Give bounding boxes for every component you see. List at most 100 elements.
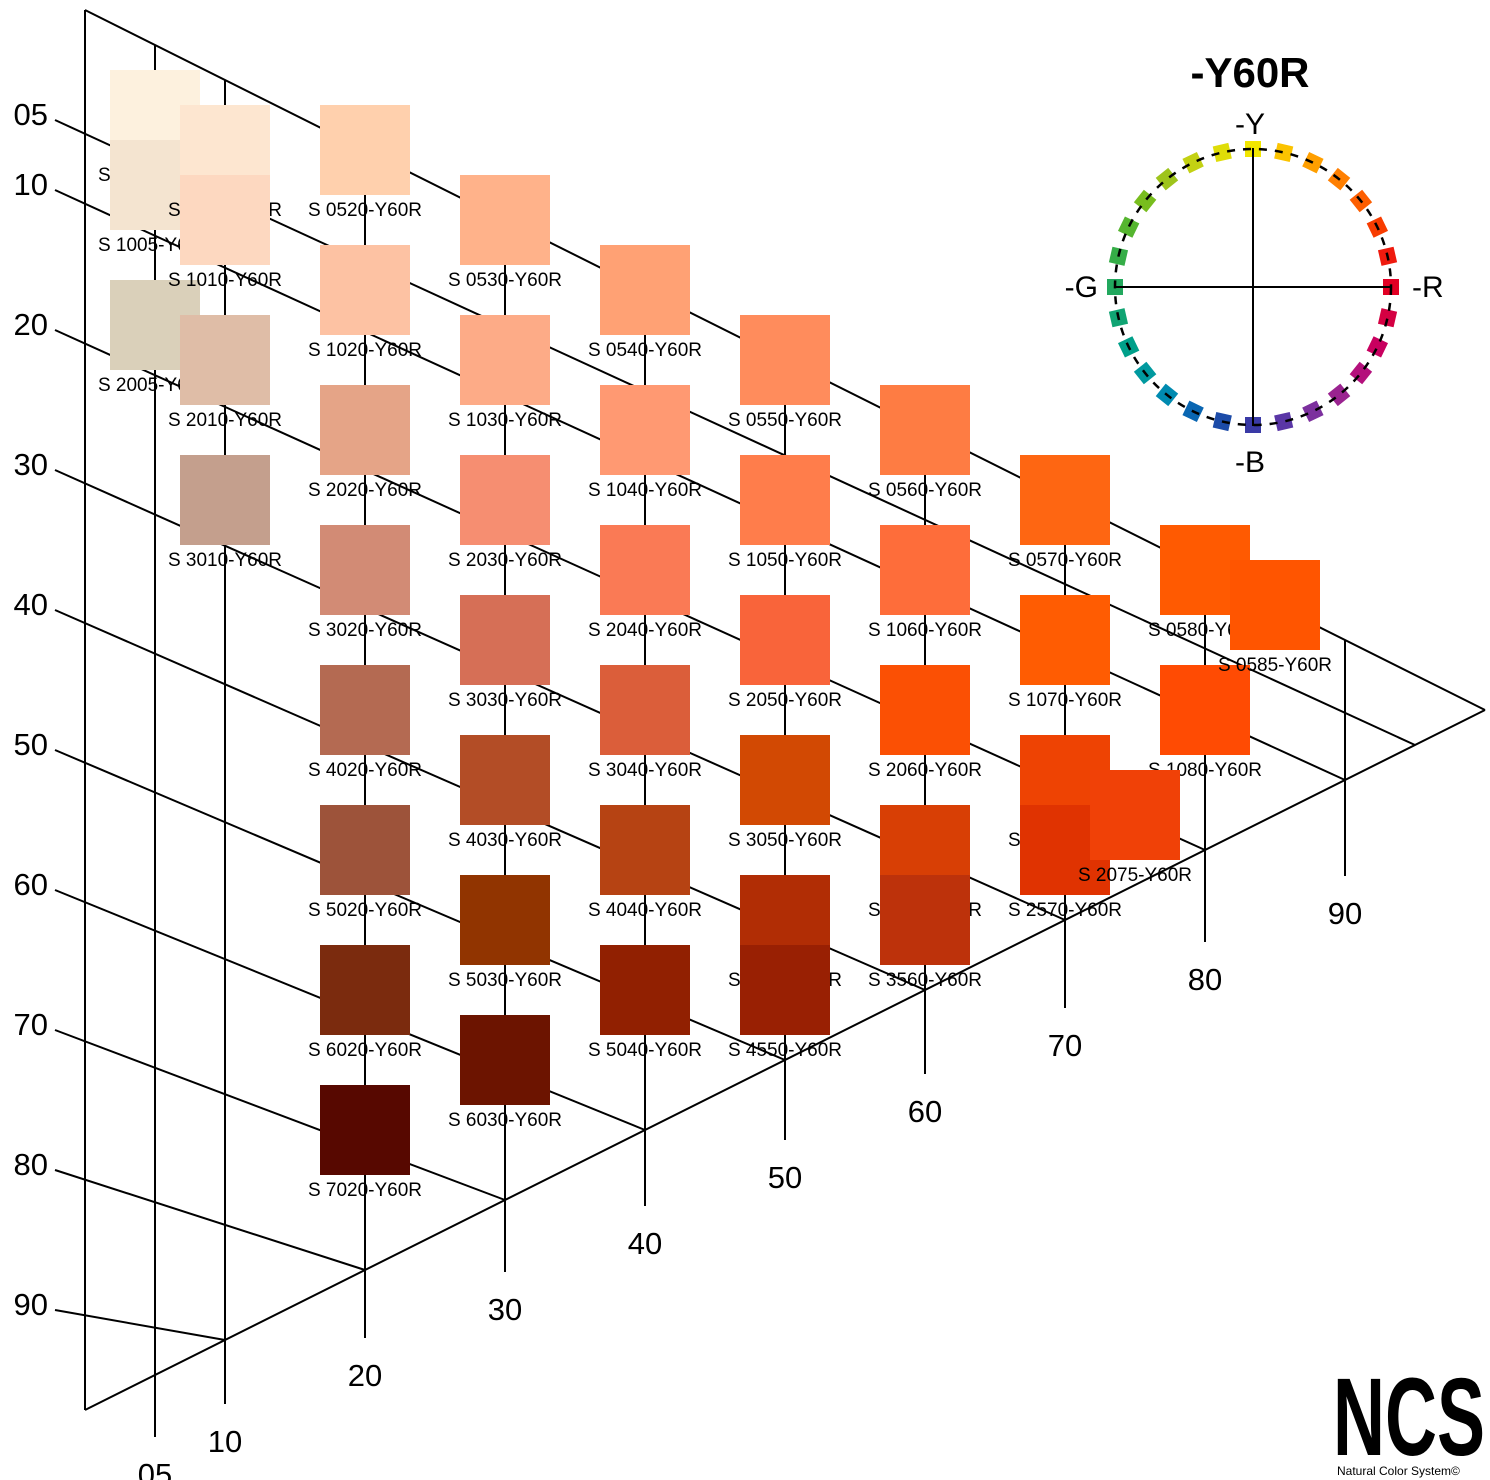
hue-label-r: -R [1412,271,1444,304]
swatch [460,875,550,965]
swatch [880,385,970,475]
swatch-label: S 2040-Y60R [588,620,702,641]
chromaticness-scale-label: 90 [1328,896,1362,931]
swatch [740,945,830,1035]
swatch [320,665,410,755]
swatch-label: S 2075-Y60R [1078,865,1192,886]
swatch [320,945,410,1035]
swatch-label: S 4030-Y60R [448,830,562,851]
swatch-label: S 0520-Y60R [308,200,422,221]
swatch-label: S 6030-Y60R [448,1110,562,1131]
swatch [320,385,410,475]
swatch-label: S 3560-Y60R [868,970,982,991]
swatch-label: S 1070-Y60R [1008,690,1122,711]
logo-plate [1333,1458,1490,1480]
swatch [1230,560,1320,650]
swatch-label: S 4040-Y60R [588,900,702,921]
hue-label-g: -G [1065,271,1098,304]
swatch-label: S 3030-Y60R [448,690,562,711]
swatch-label: S 1030-Y60R [448,410,562,431]
logo-subtitle: Natural Color System© [1337,1464,1460,1478]
blackness-line-80 [54,1169,366,1271]
blackness-scale-label: 10 [14,167,48,202]
swatch-label: S 3050-Y60R [728,830,842,851]
blackness-scale-label: 40 [14,587,48,622]
chromaticness-scale-label: 05 [138,1457,172,1480]
swatch-label: S 2050-Y60R [728,690,842,711]
hue-segment [1377,308,1398,328]
hue-segment [1117,216,1140,238]
blackness-scale-label: 90 [14,1287,48,1322]
swatch [740,315,830,405]
chromaticness-scale-label: 70 [1048,1028,1082,1063]
swatch-label: S 3040-Y60R [588,760,702,781]
swatch-label: S 4550-Y60R [728,1040,842,1061]
swatch [460,455,550,545]
blackness-scale-label: 70 [14,1007,48,1042]
blackness-line-70 [54,1029,506,1201]
swatch-label: S 5020-Y60R [308,900,422,921]
swatch-label: S 3010-Y60R [168,550,282,571]
swatch-label: S 7020-Y60R [308,1180,422,1201]
swatch-label: S 1060-Y60R [868,620,982,641]
swatch [740,455,830,545]
hue-label-y: -Y [1235,108,1265,141]
hue-segment [1274,142,1294,163]
swatch [180,175,270,265]
swatch [460,175,550,265]
swatch-label: S 3020-Y60R [308,620,422,641]
swatch [320,245,410,335]
blackness-line-90 [54,1309,226,1341]
blackness-scale-label: 05 [14,97,48,132]
swatch-label: S 4020-Y60R [308,760,422,781]
swatch-label: S 2030-Y60R [448,550,562,571]
swatch [740,735,830,825]
swatch [880,525,970,615]
hue-segment [1302,400,1324,423]
swatch [600,385,690,475]
swatch-label: S 1040-Y60R [588,480,702,501]
swatch-label: S 0585-Y60R [1218,655,1332,676]
hue-label-b: -B [1235,446,1265,479]
swatch [1020,455,1110,545]
swatch-label: S 6020-Y60R [308,1040,422,1061]
swatch [460,1015,550,1105]
chromaticness-scale-label: 50 [768,1160,802,1195]
swatch [600,945,690,1035]
swatch [600,245,690,335]
swatch [1160,665,1250,755]
swatch-label: S 0550-Y60R [728,410,842,431]
swatch [320,105,410,195]
swatch-label: S 5030-Y60R [448,970,562,991]
swatch [600,665,690,755]
swatch [600,525,690,615]
swatch [460,735,550,825]
swatch-label: S 2060-Y60R [868,760,982,781]
swatch [460,315,550,405]
blackness-scale-label: 20 [14,307,48,342]
swatch [460,595,550,685]
hue-segment [1212,142,1232,163]
swatch-label: S 1020-Y60R [308,340,422,361]
ncs-logo: NCS Natural Color System© [1333,1356,1490,1480]
blackness-scale-label: 30 [14,447,48,482]
hue-segment [1182,151,1204,174]
swatch-label: S 1010-Y60R [168,270,282,291]
swatch [320,525,410,615]
hue-circle: -Y -R -B -G [1065,108,1444,479]
chromaticness-scale-label: 20 [348,1358,382,1393]
swatch [740,595,830,685]
blackness-scale-label: 80 [14,1147,48,1182]
chromaticness-scale-label: 60 [908,1094,942,1129]
swatch [180,315,270,405]
swatch [320,805,410,895]
swatch-label: S 0570-Y60R [1008,550,1122,571]
swatch-label: S 0530-Y60R [448,270,562,291]
swatch-label: S 0560-Y60R [868,480,982,501]
swatch-label: S 2010-Y60R [168,410,282,431]
swatch [600,805,690,895]
triangle-scale: 05 10 20 30 40 50 60 70 80 90 05 10 20 30 40 50 60 70 80 90 [14,97,1363,1480]
swatch [320,1085,410,1175]
